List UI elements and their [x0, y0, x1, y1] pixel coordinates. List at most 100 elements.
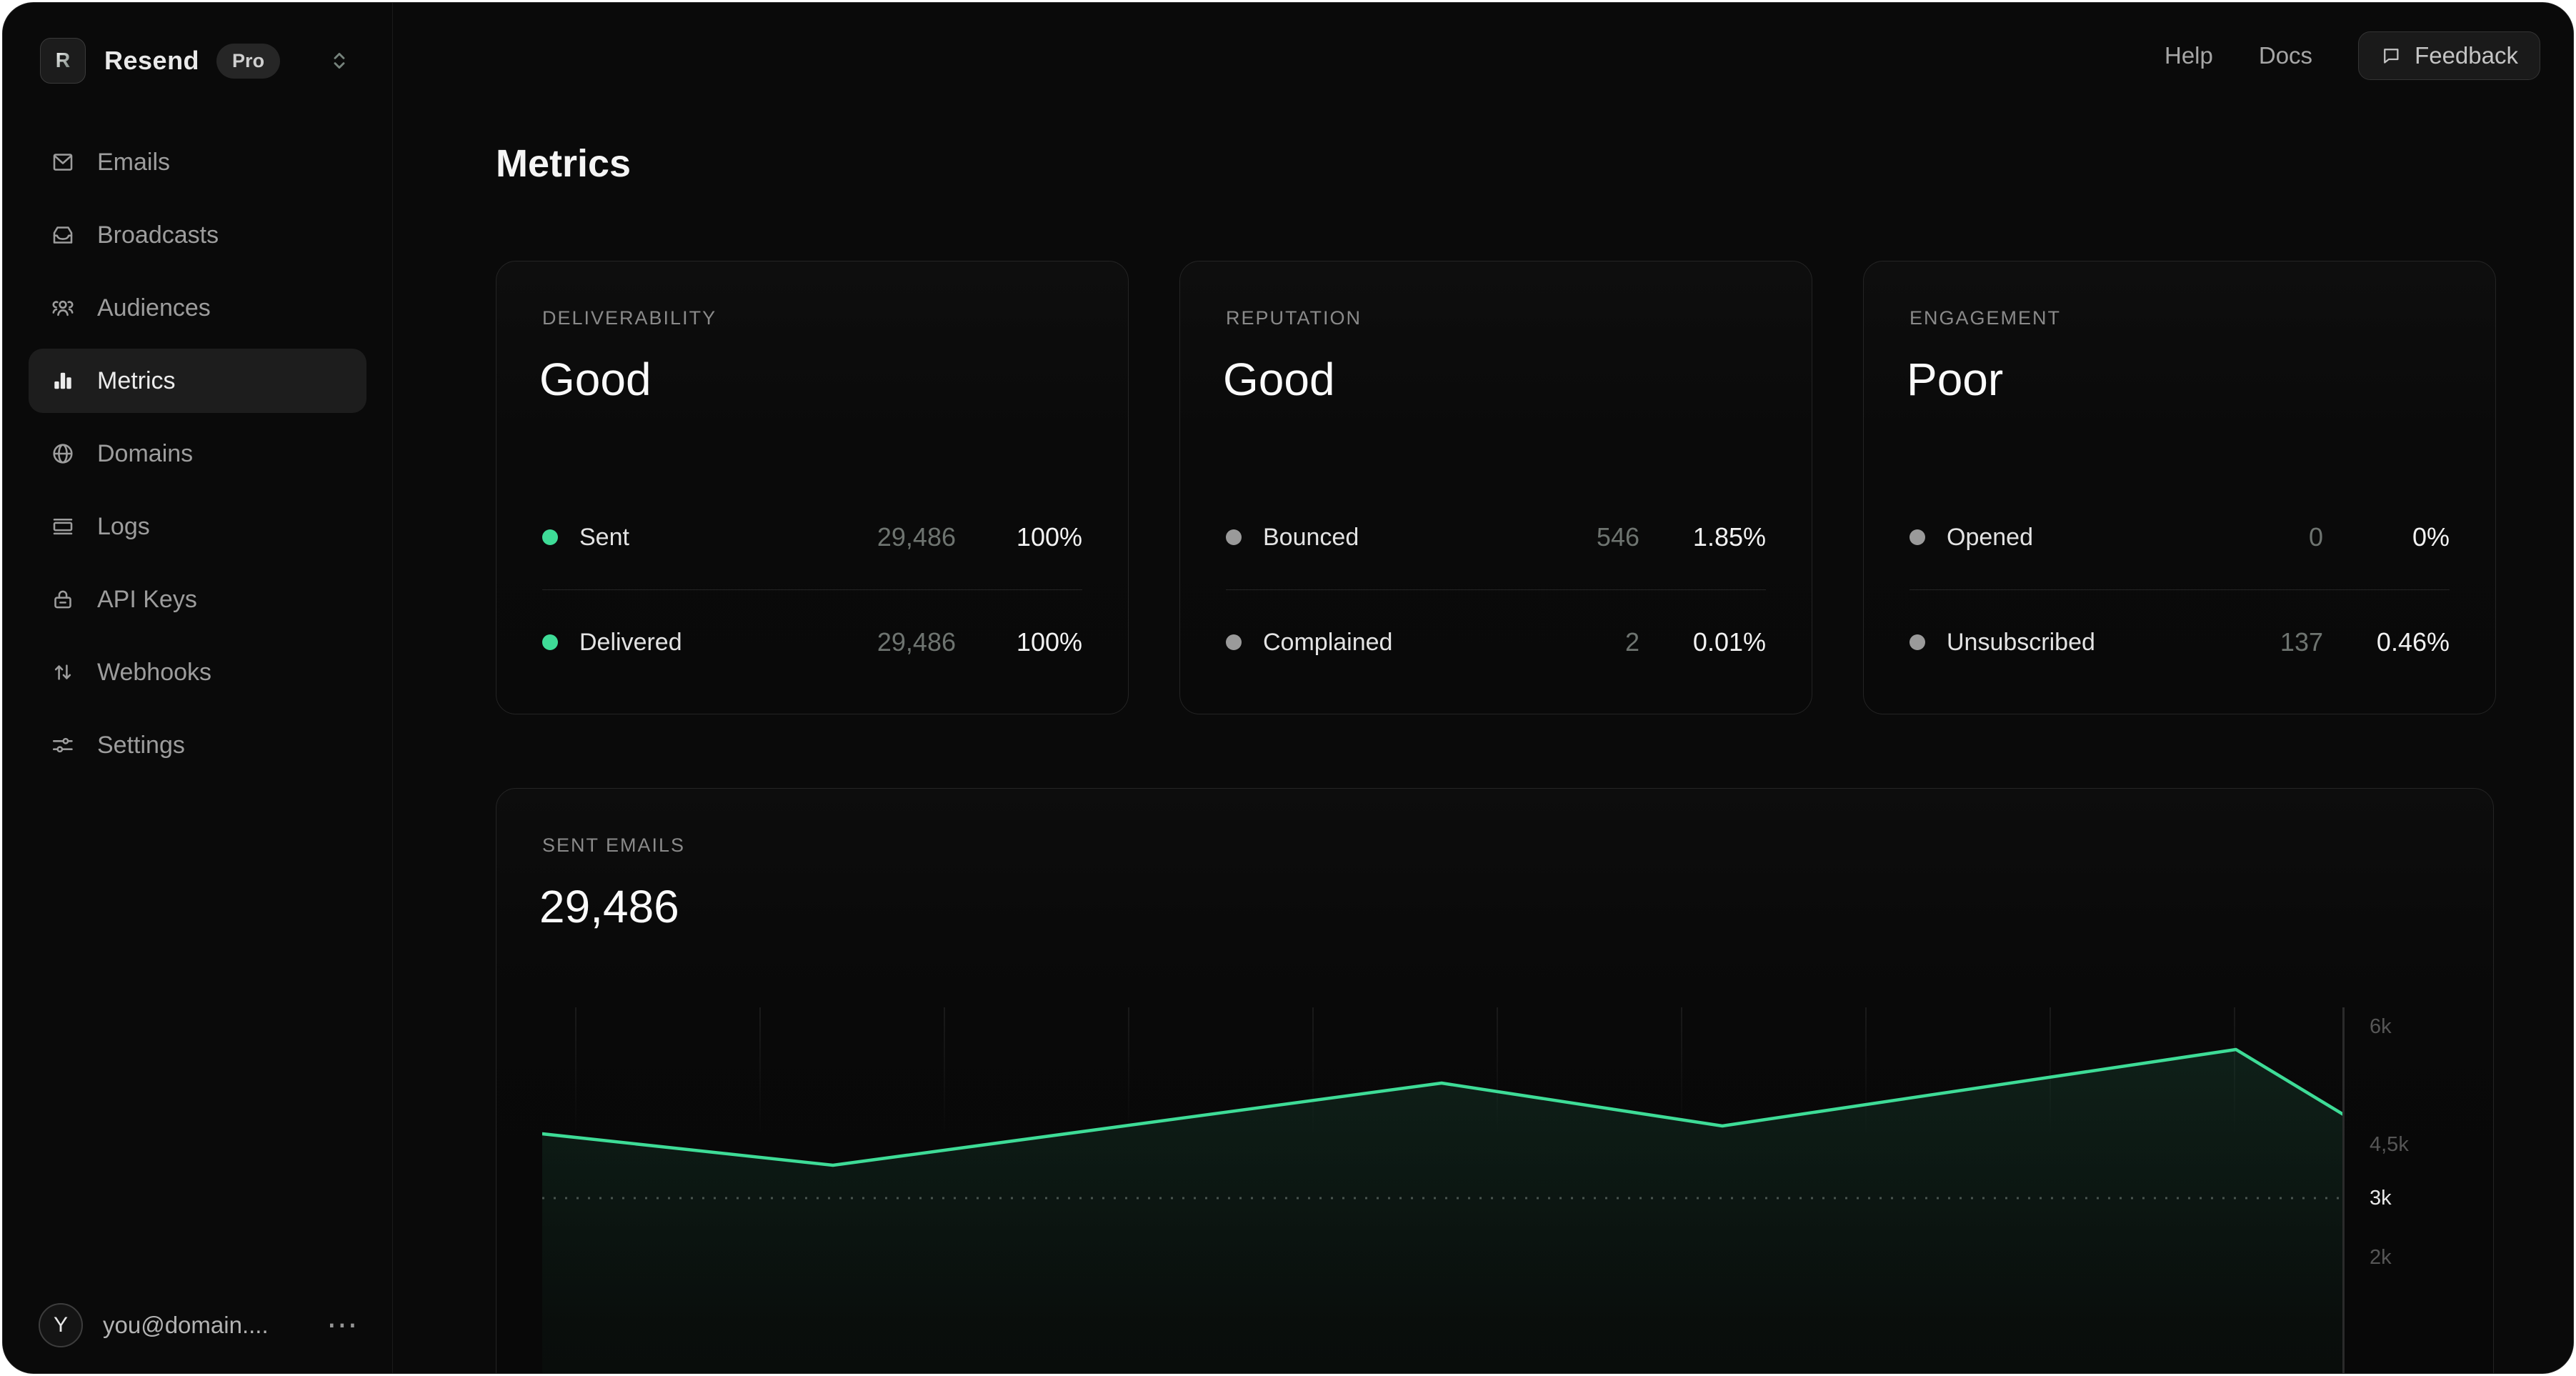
reputation-card: REPUTATION Good Bounced 546 1.85% Compla…: [1179, 261, 1812, 714]
metric-percent: 1.85%: [1692, 522, 1766, 552]
help-link[interactable]: Help: [2165, 42, 2213, 69]
sent-line: [542, 1047, 2345, 1167]
metric-label: Opened: [1947, 523, 2033, 551]
rows-icon: [50, 514, 76, 539]
metric-value: 2: [1624, 627, 1639, 657]
arrows-up-down-icon: [50, 659, 76, 685]
sidebar-item-label: API Keys: [97, 585, 197, 613]
account-switcher[interactable]: Y you@domain.... ⋯: [3, 1283, 392, 1373]
sent-emails-total: 29,486: [539, 881, 679, 932]
plan-badge: Pro: [216, 43, 281, 79]
sidebar-nav: Emails Broadcasts Audiences: [3, 130, 392, 786]
sidebar-item-label: Emails: [97, 148, 171, 176]
sidebar-item-label: Broadcasts: [97, 221, 219, 249]
metric-row-bounced: Bounced 546 1.85%: [1226, 485, 1766, 589]
user-email: you@domain....: [103, 1312, 269, 1338]
metric-label: Sent: [579, 523, 629, 551]
card-rows: Sent 29,486 100% Delivered 29,486 100%: [542, 485, 1082, 694]
row-divider: [1226, 589, 1766, 590]
sidebar-item-label: Logs: [97, 512, 150, 540]
sidebar-item-api-keys[interactable]: API Keys: [29, 567, 366, 632]
card-status: Poor: [1907, 354, 2004, 405]
globe-icon: [50, 441, 76, 467]
y-tick-6k: 6k: [2370, 1015, 2392, 1038]
ellipsis-icon[interactable]: ⋯: [326, 1307, 361, 1342]
svg-text:R: R: [56, 49, 70, 72]
metric-row-delivered: Delivered 29,486 100%: [542, 590, 1082, 694]
workspace-name: Resend: [104, 46, 200, 75]
metric-percent: 0.46%: [2376, 627, 2450, 657]
page-title: Metrics: [496, 142, 631, 185]
sidebar-item-audiences[interactable]: Audiences: [29, 276, 366, 340]
metric-row-unsubscribed: Unsubscribed 137 0.46%: [1909, 590, 2450, 694]
main-content: Help Docs Feedback Metrics DELIVERABILIT…: [393, 3, 2573, 1373]
sidebar-item-emails[interactable]: Emails: [29, 130, 366, 194]
metric-label: Bounced: [1263, 523, 1359, 551]
sidebar-item-domains[interactable]: Domains: [29, 422, 366, 486]
engagement-card: ENGAGEMENT Poor Opened 0 0% Unsubscribed…: [1863, 261, 2496, 714]
sidebar-item-logs[interactable]: Logs: [29, 494, 366, 559]
sidebar-item-settings[interactable]: Settings: [29, 713, 366, 777]
card-category: ENGAGEMENT: [1909, 307, 2062, 329]
sent-emails-card: SENT EMAILS 29,486: [496, 788, 2494, 1374]
unfold-more-icon[interactable]: [326, 48, 352, 74]
metric-value: 29,486: [877, 627, 956, 657]
card-rows: Opened 0 0% Unsubscribed 137 0.46%: [1909, 485, 2450, 694]
y-tick-3k: 3k: [2370, 1187, 2392, 1210]
sidebar-item-broadcasts[interactable]: Broadcasts: [29, 203, 366, 267]
sidebar-item-metrics[interactable]: Metrics: [29, 349, 366, 413]
sidebar-item-label: Webhooks: [97, 658, 212, 686]
feedback-button[interactable]: Feedback: [2358, 31, 2540, 80]
broadcast-tray-icon: [50, 222, 76, 248]
workspace-switcher[interactable]: R Resend Pro: [40, 37, 352, 84]
status-dot: [542, 529, 558, 545]
card-category: SENT EMAILS: [542, 834, 686, 856]
metric-label: Complained: [1263, 628, 1393, 656]
metric-percent: 100%: [1016, 627, 1082, 657]
people-icon: [50, 295, 76, 321]
resend-logo: R: [40, 38, 86, 84]
metric-row-opened: Opened 0 0%: [1909, 485, 2450, 589]
card-rows: Bounced 546 1.85% Complained 2 0.01%: [1226, 485, 1766, 694]
sidebar-item-label: Audiences: [97, 294, 211, 321]
sliders-icon: [50, 732, 76, 758]
feedback-label: Feedback: [2415, 42, 2518, 69]
metric-row-sent: Sent 29,486 100%: [542, 485, 1082, 589]
status-dot: [1909, 529, 1925, 545]
card-category: DELIVERABILITY: [542, 307, 717, 329]
row-divider: [1909, 589, 2450, 590]
y-tick-2k: 2k: [2370, 1246, 2392, 1269]
metric-percent: 0%: [2412, 522, 2450, 552]
metric-percent: 0.01%: [1692, 627, 1766, 657]
row-divider: [542, 589, 1082, 590]
metric-value: 0: [2308, 522, 2323, 552]
card-category: REPUTATION: [1226, 307, 1362, 329]
metric-value: 546: [1596, 522, 1639, 552]
resend-r-icon: R: [56, 49, 70, 72]
sidebar-item-label: Metrics: [97, 367, 176, 394]
status-dot: [1226, 529, 1242, 545]
metric-label: Unsubscribed: [1947, 628, 2095, 656]
speech-bubble-icon: [2384, 49, 2399, 64]
docs-link[interactable]: Docs: [2258, 42, 2313, 69]
envelope-icon: [50, 149, 76, 175]
sent-emails-line-chart[interactable]: [542, 1007, 2345, 1374]
y-tick-4-5k: 4,5k: [2370, 1133, 2409, 1156]
avatar: Y: [39, 1303, 83, 1347]
sidebar-item-label: Settings: [97, 731, 185, 759]
lock-icon: [50, 587, 76, 612]
card-status: Good: [539, 354, 652, 405]
sidebar-item-label: Domains: [97, 439, 194, 467]
sidebar-item-webhooks[interactable]: Webhooks: [29, 640, 366, 704]
sidebar: R Resend Pro Emails: [3, 3, 393, 1373]
metric-row-complained: Complained 2 0.01%: [1226, 590, 1766, 694]
status-dot: [1909, 634, 1925, 650]
sent-area-fill: [542, 1050, 2345, 1373]
status-dot: [1226, 634, 1242, 650]
metric-percent: 100%: [1016, 522, 1082, 552]
deliverability-card: DELIVERABILITY Good Sent 29,486 100% Del…: [496, 261, 1129, 714]
card-status: Good: [1223, 354, 1335, 405]
bar-chart-icon: [50, 368, 76, 394]
